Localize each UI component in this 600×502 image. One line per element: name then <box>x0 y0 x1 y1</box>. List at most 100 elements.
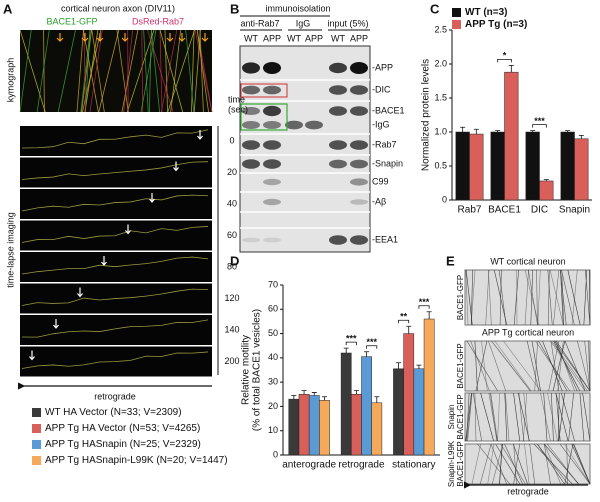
kymo-trace <box>544 443 562 485</box>
kymo-trace <box>584 340 591 392</box>
kymograph-image <box>464 269 591 326</box>
blot <box>239 45 371 253</box>
axon <box>21 256 209 275</box>
bracket <box>532 124 547 128</box>
kymo-trace <box>497 392 500 442</box>
error-bar <box>374 396 380 403</box>
band <box>263 121 281 129</box>
error-bar <box>321 396 327 401</box>
x-tick-label: retrograde <box>338 460 385 471</box>
error-bar <box>473 128 479 135</box>
axon <box>21 226 209 243</box>
kymo-trace <box>536 269 538 326</box>
bracket <box>345 341 357 346</box>
band <box>350 62 368 74</box>
x-tick-label: anterograde <box>282 460 336 471</box>
kymo-trace <box>513 443 517 485</box>
frame-image <box>20 126 212 156</box>
kymograph-image <box>20 30 212 112</box>
kymo-trace <box>471 443 481 485</box>
kymo-trace <box>524 269 540 326</box>
kymo-trace <box>126 29 155 113</box>
bar <box>455 131 470 201</box>
legend-label: WT HA Vector (N=33; V=2309) <box>45 407 182 418</box>
axon <box>21 129 209 149</box>
band-label: -Rab7 <box>372 139 397 149</box>
box-red <box>240 83 288 98</box>
kymo-trace <box>465 269 469 326</box>
error-bar <box>508 64 514 73</box>
channel-label: BACE1-GFP <box>46 16 97 26</box>
lane-label: APP <box>263 33 281 43</box>
kymo-trace <box>164 29 168 113</box>
kymo-trace <box>477 443 511 485</box>
kymo-trace <box>160 29 178 113</box>
kymo-trace <box>551 340 588 392</box>
kymo-trace <box>194 29 213 113</box>
box-green <box>240 103 288 131</box>
kymo-trace <box>191 29 195 113</box>
arrow <box>29 350 35 361</box>
kymo-trace <box>123 29 134 113</box>
kymo-trace <box>513 269 519 326</box>
direction-label: retrograde <box>507 486 549 496</box>
kymo-trace <box>470 269 476 326</box>
kymo-trace <box>582 392 591 442</box>
kymo-trace <box>199 29 204 113</box>
side-label: BACE1-GFP <box>456 275 465 320</box>
y-tick-label: 30 <box>268 377 278 387</box>
side-label: Snapin <box>447 405 456 430</box>
band <box>329 85 347 95</box>
kymo-trace <box>465 392 472 442</box>
band <box>242 237 260 243</box>
kymo-trace <box>470 269 473 326</box>
blot-group: anti-Rab7 <box>240 18 279 28</box>
kymo-trace <box>534 340 538 392</box>
x-tick-label: DIC <box>531 205 548 216</box>
band <box>350 199 368 205</box>
kymo-trace <box>19 29 32 113</box>
kymo-trace <box>76 29 84 113</box>
time-tick: 0 <box>229 135 234 145</box>
bar <box>361 356 372 456</box>
band-label: -Aβ <box>372 196 386 206</box>
error-bar <box>291 395 297 400</box>
band <box>329 159 347 169</box>
panel-letter: B <box>230 1 239 16</box>
kymo-trace <box>116 29 129 113</box>
y-tick-label: 2.5 <box>434 24 447 34</box>
kymo-trace <box>475 340 488 392</box>
axon <box>21 288 209 306</box>
arrow <box>53 319 59 329</box>
kymo-trace <box>494 340 532 392</box>
kymo-trace <box>500 443 526 485</box>
kymo-trace <box>579 392 585 442</box>
bracket <box>366 345 378 349</box>
kymo-trace <box>561 269 575 326</box>
blot-header: immunoisolation <box>265 3 330 13</box>
band <box>263 85 281 95</box>
arrow <box>101 256 107 266</box>
side-label: kymograph <box>5 58 15 103</box>
legend-swatch <box>452 20 461 29</box>
time-tick: 60 <box>227 230 237 240</box>
kymo-trace <box>543 443 551 485</box>
significance: *** <box>346 334 357 344</box>
time-tick: 20 <box>227 167 237 177</box>
blot-group: IgG <box>296 18 311 28</box>
band <box>263 237 281 243</box>
band <box>329 235 347 245</box>
legend-label: WT (n=3) <box>465 7 508 18</box>
frame-image <box>20 189 212 219</box>
bar <box>469 133 484 201</box>
side-label: Snapin-L99K <box>447 440 456 487</box>
x-tick-label: BACE1 <box>488 205 521 216</box>
kymo-trace <box>547 269 553 326</box>
panel-letter: C <box>430 1 440 16</box>
error-bar <box>353 390 359 395</box>
arrow <box>197 130 203 140</box>
band <box>350 235 368 245</box>
axon <box>21 194 209 212</box>
y-tick-label: 0.5 <box>434 160 447 170</box>
band <box>329 62 347 74</box>
